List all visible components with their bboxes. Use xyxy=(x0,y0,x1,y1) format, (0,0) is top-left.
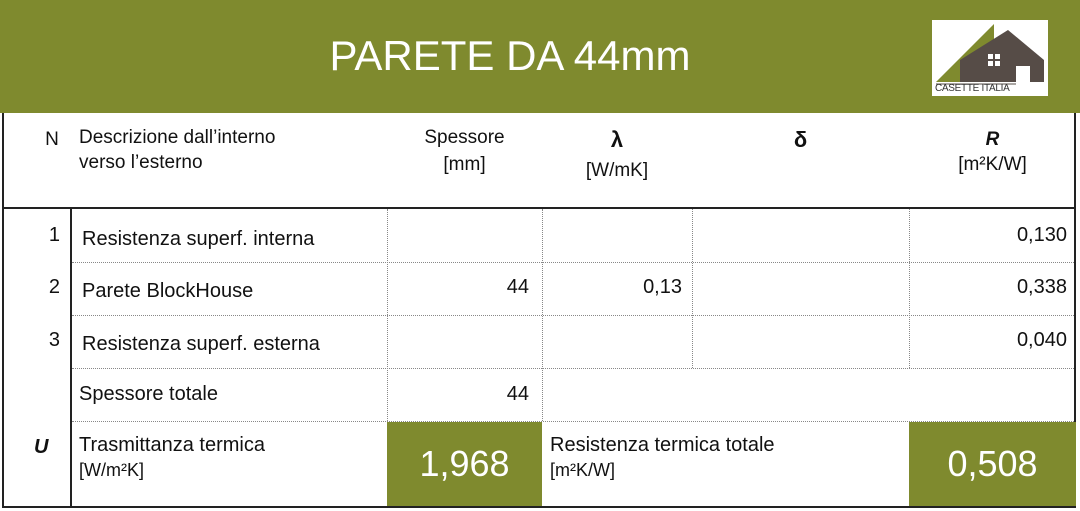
header-spessore-unit: [mm] xyxy=(443,154,486,175)
total-resistance-unit: [m²K/W] xyxy=(550,460,615,480)
row-n: 2 xyxy=(48,276,60,298)
row-desc: Parete BlockHouse xyxy=(82,280,254,302)
casette-italia-logo: CASETTE ITALIA xyxy=(932,20,1048,96)
transmittance-unit: [W/m²K] xyxy=(79,460,144,480)
header-lambda-unit: [W/mK] xyxy=(585,160,649,181)
title-banner: PARETE DA 44mm CASETTE ITALIA xyxy=(0,0,1080,113)
total-value: 44 xyxy=(506,383,529,405)
transmittance-label: Trasmittanza termica xyxy=(79,434,265,456)
total-resistance-label: Resistenza termica totale xyxy=(550,434,775,456)
header-lambda: λ xyxy=(610,127,624,152)
header-desc-1: Descrizione dall’interno xyxy=(79,127,276,148)
header-n: N xyxy=(45,129,59,150)
house-logo-icon xyxy=(936,24,1044,85)
total-resistance-value: 0,508 xyxy=(909,422,1076,506)
total-label: Spessore totale xyxy=(79,383,218,405)
row-spessore: 44 xyxy=(506,276,529,298)
row-n: 1 xyxy=(48,224,60,246)
u-symbol: U xyxy=(34,436,49,458)
row-n: 3 xyxy=(48,329,60,351)
transmittance-value: 1,968 xyxy=(387,422,542,506)
row-desc: Resistenza superf. esterna xyxy=(82,333,320,355)
row-r: 0,338 xyxy=(1016,276,1067,298)
logo-text: CASETTE ITALIA xyxy=(935,83,1010,94)
row-lambda: 0,13 xyxy=(643,276,682,298)
row-desc: Resistenza superf. interna xyxy=(82,228,315,250)
row-r: 0,040 xyxy=(1016,329,1067,351)
header-desc-2: verso l’esterno xyxy=(79,152,203,173)
page-title: PARETE DA 44mm xyxy=(329,32,691,79)
row-r: 0,130 xyxy=(1016,224,1067,246)
header-delta: δ xyxy=(793,127,808,152)
header-r-unit: [m²K/W] xyxy=(958,154,1027,175)
header-spessore: Spessore xyxy=(424,127,505,148)
thermal-table: N Descrizione dall’interno verso l’ester… xyxy=(2,113,1076,508)
header-r: R xyxy=(985,129,1000,150)
